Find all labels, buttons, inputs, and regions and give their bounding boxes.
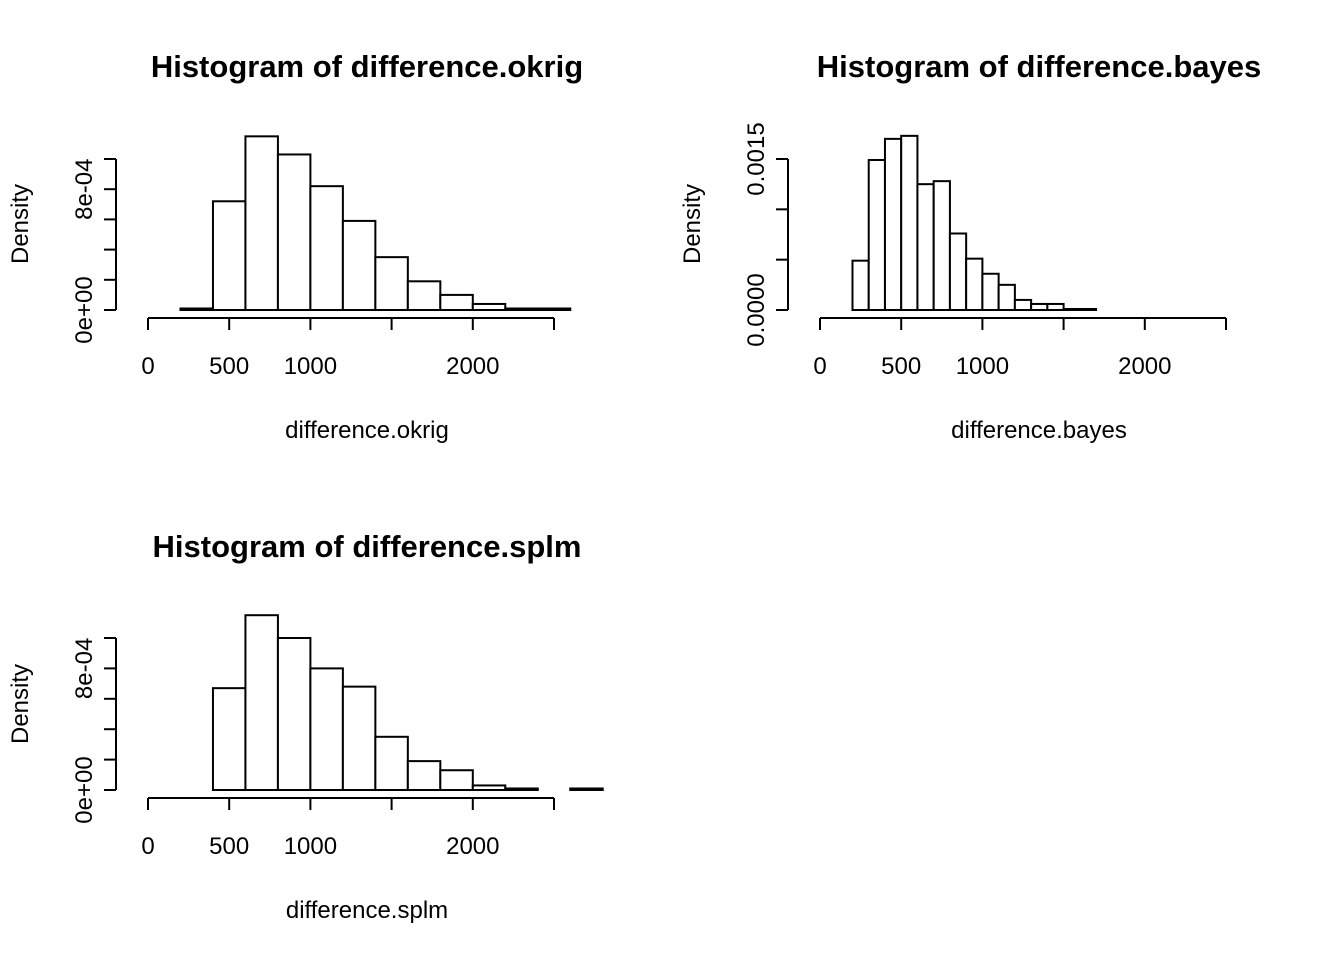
okrig-histogram-bar — [179, 307, 214, 311]
okrig-histogram-bar — [504, 307, 539, 311]
bayes-histogram-bar — [1078, 307, 1098, 312]
bayes-y-tick-label: 0.0000 — [743, 273, 770, 346]
splm-histogram-bar — [341, 685, 377, 792]
okrig-x-tick-label: 2000 — [446, 353, 499, 380]
splm-y-tick-label: 8e-04 — [71, 638, 98, 699]
okrig-histogram-bar — [276, 153, 312, 311]
okrig-histogram-bar — [341, 219, 377, 311]
splm-x-tick-label: 1000 — [284, 833, 337, 860]
splm-histogram-bar — [276, 637, 312, 791]
splm-histogram-panel: Histogram of difference.splm difference.… — [7, 529, 604, 924]
splm-histogram-bar — [374, 735, 409, 791]
bayes-x-tick-label: 0 — [813, 353, 826, 380]
splm-histogram-bar — [569, 787, 604, 791]
bayes-histogram-bar — [1030, 302, 1049, 311]
okrig-x-tick-label: 1000 — [284, 353, 337, 380]
okrig-histogram-title: Histogram of difference.okrig — [151, 49, 583, 84]
splm-histogram-title: Histogram of difference.splm — [153, 529, 582, 564]
bayes-histogram-bar — [916, 183, 935, 312]
okrig-histogram-bar — [211, 200, 247, 311]
bayes-histogram-bar — [965, 257, 984, 312]
splm-histogram-bar — [504, 787, 539, 791]
splm-histogram-bar — [309, 667, 344, 792]
bayes-histogram-bar — [851, 259, 870, 312]
bayes-histogram-bar — [1062, 307, 1081, 312]
bayes-histogram-bar — [1046, 302, 1065, 311]
bayes-histogram-bar — [1013, 298, 1033, 311]
splm-x-tick-label: 2000 — [446, 833, 499, 860]
splm-y-tick-label: 0e+00 — [71, 756, 98, 823]
okrig-x-axis-label: difference.okrig — [285, 417, 449, 444]
bayes-histogram-bar — [948, 232, 968, 311]
okrig-x-tick-label: 500 — [209, 353, 249, 380]
splm-x-tick-label: 0 — [141, 833, 154, 860]
okrig-histogram-bar — [471, 302, 507, 311]
splm-histogram-bar — [439, 769, 474, 791]
bayes-histogram-title: Histogram of difference.bayes — [817, 49, 1261, 84]
splm-histogram-bar — [244, 614, 279, 792]
bayes-x-tick-label: 500 — [881, 353, 921, 380]
okrig-y-tick-label: 0e+00 — [71, 276, 98, 343]
okrig-histogram-bar — [439, 293, 474, 311]
splm-histogram-bar — [211, 687, 247, 791]
bayes-y-tick-label: 0.0015 — [743, 122, 770, 195]
splm-histogram-bar — [406, 760, 442, 791]
bayes-histogram-panel: Histogram of difference.bayes difference… — [679, 49, 1261, 444]
bayes-histogram-bar — [997, 283, 1016, 312]
bayes-histogram-bar — [932, 180, 951, 311]
okrig-histogram-bar — [244, 135, 279, 311]
okrig-histogram-bar — [406, 280, 442, 311]
okrig-histogram-bar — [536, 307, 572, 311]
splm-histogram-bar — [471, 784, 507, 792]
bayes-x-axis-label: difference.bayes — [951, 417, 1127, 444]
bayes-x-tick-label: 1000 — [956, 353, 1009, 380]
bayes-x-tick-label: 2000 — [1118, 353, 1171, 380]
splm-x-axis-label: difference.splm — [286, 897, 448, 924]
bayes-histogram-bar — [981, 272, 1000, 312]
bayes-y-axis-label: Density — [679, 184, 706, 264]
bayes-histogram-bar — [883, 137, 903, 311]
bayes-histogram-bar — [900, 134, 919, 311]
okrig-histogram-panel: Histogram of difference.okrig difference… — [7, 49, 583, 444]
bayes-histogram-bar — [867, 159, 886, 311]
okrig-y-axis-label: Density — [7, 184, 34, 264]
okrig-histogram-bar — [309, 185, 344, 311]
okrig-histogram-bar — [374, 256, 409, 311]
splm-x-tick-label: 500 — [209, 833, 249, 860]
splm-y-axis-label: Density — [7, 664, 34, 744]
okrig-y-tick-label: 8e-04 — [71, 159, 98, 220]
okrig-x-tick-label: 0 — [141, 353, 154, 380]
